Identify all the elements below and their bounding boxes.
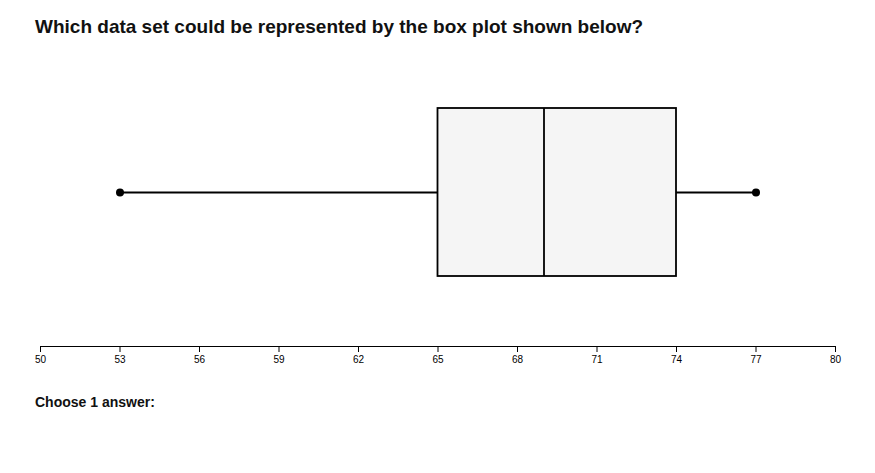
svg-text:77: 77 xyxy=(750,354,762,365)
svg-text:59: 59 xyxy=(273,354,285,365)
svg-text:53: 53 xyxy=(114,354,126,365)
html-text:Which data set could be repres: Which data set could be represented by t… xyxy=(35,16,644,37)
html-text:Choose 1 answer:: Choose 1 answer: xyxy=(35,394,155,410)
svg-text:65: 65 xyxy=(432,354,444,365)
svg-text:71: 71 xyxy=(591,354,603,365)
svg-text:50: 50 xyxy=(35,354,47,365)
svg-text:62: 62 xyxy=(353,354,365,365)
svg-text:74: 74 xyxy=(671,354,683,365)
svg-text:68: 68 xyxy=(512,354,524,365)
svg-text:56: 56 xyxy=(194,354,206,365)
svg-text:80: 80 xyxy=(830,354,842,365)
